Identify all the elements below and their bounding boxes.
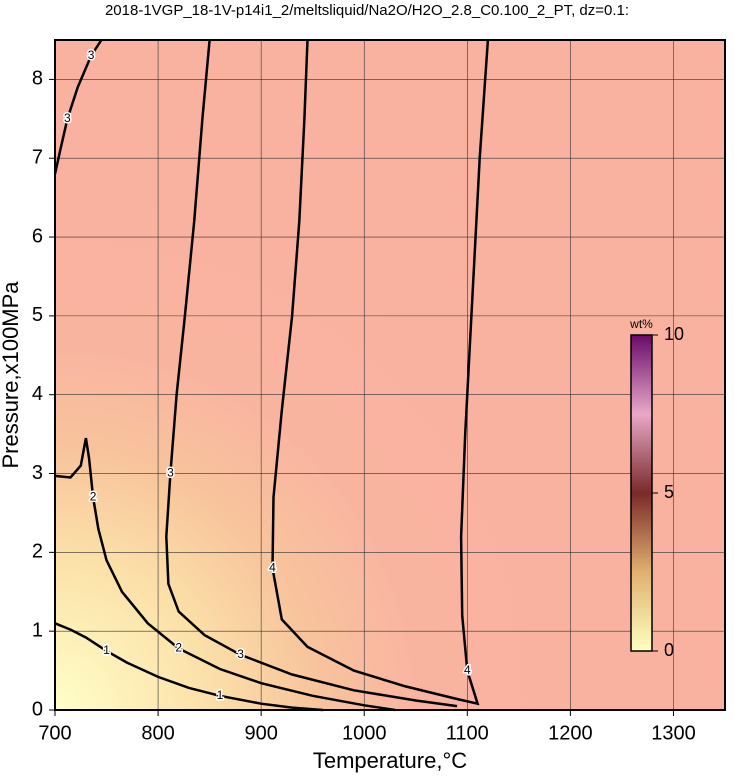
contour-line — [53, 39, 103, 175]
colorbar-tick-label: 5 — [664, 482, 674, 502]
field — [55, 40, 725, 710]
chart-title: 2018-1VGP_18-1V-p14i1_2/meltsliquid/Na2O… — [105, 2, 629, 19]
y-tick-label: 0 — [32, 698, 43, 720]
contour-label: 2 — [90, 489, 97, 503]
y-tick-label: 2 — [32, 541, 43, 563]
contour-label: 3 — [64, 111, 71, 125]
x-tick-label: 1300 — [651, 722, 696, 744]
x-axis-label: Temperature,°C — [313, 748, 467, 773]
contour-label: 1 — [103, 643, 110, 657]
x-tick-label: 1000 — [342, 722, 387, 744]
contour-label: 2 — [175, 641, 182, 655]
y-tick-label: 5 — [32, 304, 43, 326]
contour-line — [54, 437, 396, 712]
y-tick-label: 7 — [32, 147, 43, 169]
x-tick-label: 1200 — [548, 722, 593, 744]
contour-label: 3 — [237, 647, 244, 661]
colorbar-tick-label: 0 — [664, 640, 674, 660]
contour-line — [54, 622, 324, 712]
x-tick-label: 800 — [141, 722, 174, 744]
contour-label: 3 — [167, 466, 174, 480]
y-tick-label: 8 — [32, 68, 43, 90]
contour-line — [165, 39, 458, 708]
y-tick-label: 1 — [32, 619, 43, 641]
x-tick-label: 900 — [244, 722, 277, 744]
y-axis-label: Pressure,x100MPa — [0, 281, 23, 469]
contour-line — [271, 39, 490, 706]
contour-label: 1 — [217, 688, 224, 702]
contour-label: 4 — [269, 560, 276, 574]
colorbar-label: wt% — [629, 317, 653, 331]
y-tick-label: 6 — [32, 225, 43, 247]
frame — [54, 39, 726, 711]
x-tick-label: 1100 — [446, 722, 489, 744]
colorbar-tick-label: 10 — [664, 324, 684, 344]
contour-label: 3 — [88, 48, 95, 62]
colorbar — [630, 334, 653, 652]
x-tick-label: 700 — [38, 722, 71, 744]
y-tick-label: 3 — [32, 462, 43, 484]
y-tick-label: 4 — [32, 383, 43, 405]
contour-label: 4 — [464, 663, 471, 677]
